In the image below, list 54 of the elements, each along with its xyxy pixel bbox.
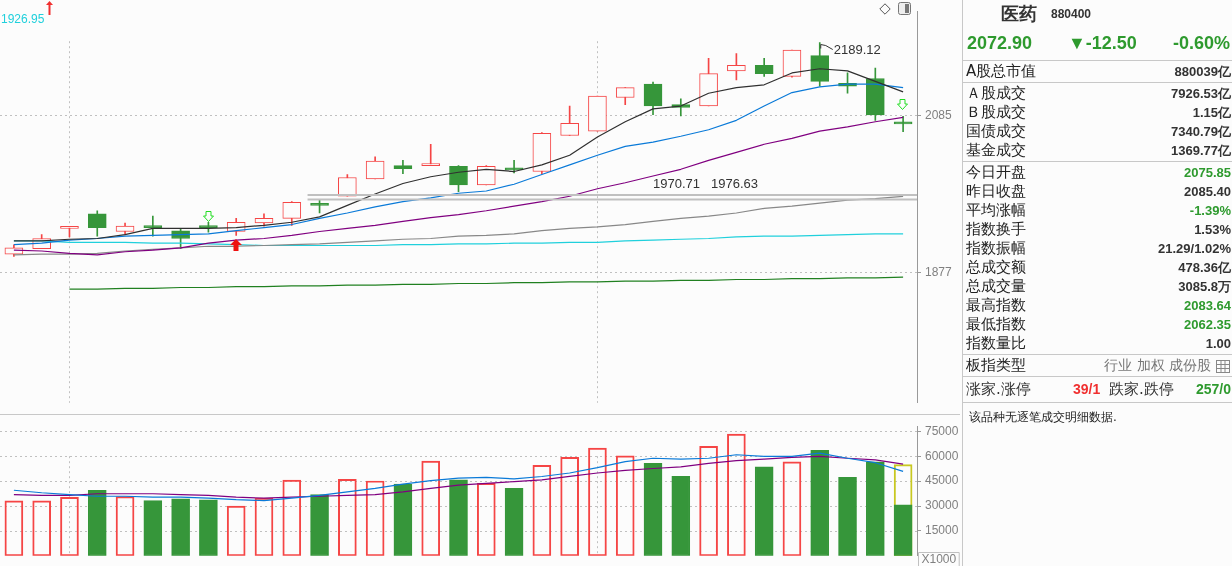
text: 2072.90 [967,33,1033,54]
text: 指数量比 [966,334,1026,353]
text: A股总市值 [966,62,1037,81]
text: -1.39% [1189,202,1231,220]
text: 最高指数 [966,296,1026,315]
text: 该品种无逐笔成交明细数据. [968,409,1118,426]
text: 478.36亿 [1178,259,1231,277]
text: 3085.8万 [1178,278,1231,296]
text: 指数换手 [966,220,1026,239]
text: 今日开盘 [966,163,1026,182]
text: 跌家.跌停 [1109,380,1174,399]
text: 2085.40 [1184,183,1231,201]
text: 1926.95 [1,11,45,26]
text: 257/0 [1195,380,1231,399]
text: 1.00 [1205,335,1231,353]
y-tick-label: 1877 [925,264,953,279]
ref-line-label: 1970.71 [653,175,701,191]
text: Ａ股成交 [966,84,1026,103]
text: 基金成交 [966,141,1026,160]
text: 1369.77亿 [1171,142,1231,160]
y-tick-label: 45000 [925,473,959,488]
y-axis-title: X1000 [921,552,957,566]
text: 总成交量 [966,277,1026,296]
ref-line-label: 1976.63 [711,175,759,191]
text: 涨家.涨停 [966,380,1031,399]
text: 行业 加权 成份股 [1104,356,1211,375]
text: -0.60% [1172,33,1230,54]
text: 医药 [1001,2,1037,26]
text: 最低指数 [966,315,1026,334]
text: 880039亿 [1174,63,1231,81]
text: 指数振幅 [966,239,1026,258]
text: 1.53% [1194,221,1231,239]
text: 平均涨幅 [966,201,1026,220]
text: 昨日收盘 [966,182,1026,201]
text: 国债成交 [966,122,1026,141]
text: 21.29/1.02% [1157,240,1231,258]
text: 880400 [1051,7,1092,21]
text: 7926.53亿 [1171,85,1231,103]
text: 39/1 [1073,380,1101,399]
annotation: 2189.12 [833,42,881,58]
text: 总成交额 [966,258,1026,277]
text: 2075.85 [1184,164,1231,182]
y-tick-label: 60000 [925,448,959,463]
text: Ｂ股成交 [966,103,1026,122]
text: ▼-12.50 [1068,33,1137,54]
y-tick-label: 2085 [925,107,953,122]
y-tick-label: 15000 [925,523,959,538]
y-tick-label: 30000 [925,498,959,513]
text: 1.15亿 [1192,104,1231,122]
text: 7340.79亿 [1171,123,1231,141]
text: 2083.64 [1184,297,1231,315]
text: 2062.35 [1184,316,1231,334]
text: 板指类型 [966,356,1026,375]
y-tick-label: 75000 [925,423,959,438]
